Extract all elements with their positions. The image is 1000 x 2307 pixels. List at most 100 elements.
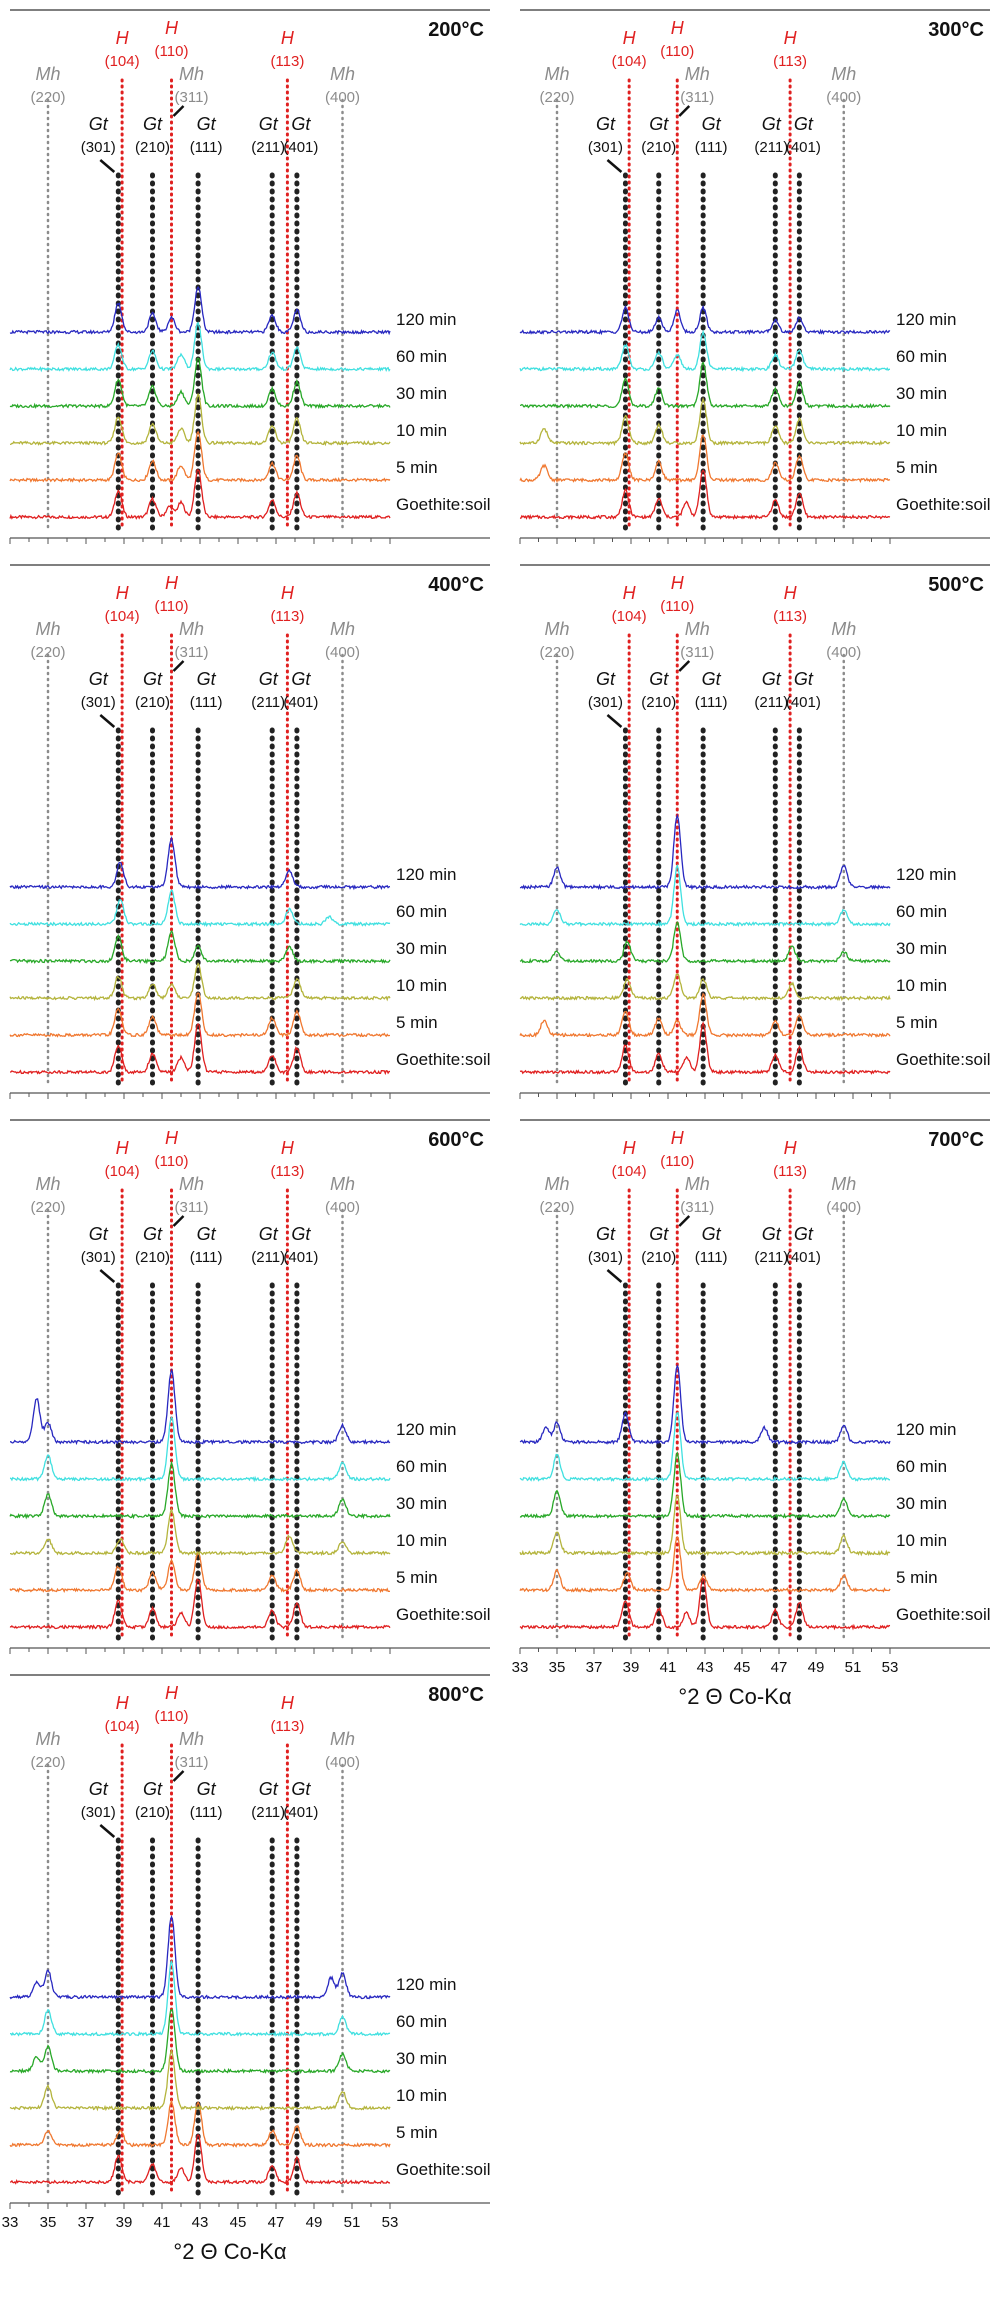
ref-label-hkl: (220) (30, 1199, 65, 1216)
trace-30-min (9, 2008, 391, 2075)
ref-label-phase: Gt (649, 669, 669, 689)
ref-label-phase: Gt (291, 1779, 311, 1799)
gt-301-leader (99, 714, 116, 728)
ref-label-phase: H (165, 18, 179, 38)
series-label: 5 min (896, 1568, 938, 1587)
ref-label-hkl: (400) (325, 89, 360, 106)
gt-301-leader (606, 159, 623, 173)
ref-label-phase: Gt (596, 669, 616, 689)
ref-label-phase: Gt (259, 669, 279, 689)
x-tick-label: 51 (344, 2214, 361, 2231)
ref-label-phase: Gt (143, 1224, 163, 1244)
series-label: 10 min (396, 421, 447, 440)
ref-label-hkl: (211) (754, 694, 788, 711)
ref-label-phase: H (671, 573, 685, 593)
series-label: 30 min (396, 939, 447, 958)
trace-120-min (519, 304, 891, 336)
ref-label-hkl: (111) (190, 139, 223, 156)
ref-label-phase: Gt (596, 114, 616, 134)
series-label: 120 min (396, 865, 456, 884)
ref-label-phase: H (281, 1138, 295, 1158)
ref-label-hkl: (311) (175, 89, 209, 106)
series-label: 120 min (396, 1420, 456, 1439)
ref-label-hkl: (401) (786, 139, 821, 156)
ref-label-hkl: (113) (773, 53, 807, 70)
ref-label-hkl: (210) (135, 139, 170, 156)
x-tick-label: 39 (116, 2214, 133, 2231)
x-tick-label: 49 (808, 1659, 825, 1676)
ref-label-phase: Mh (831, 619, 856, 639)
ref-label-hkl: (110) (660, 598, 694, 615)
ref-label-hkl: (111) (190, 694, 223, 711)
ref-label-phase: Mh (35, 619, 60, 639)
series-label: 10 min (896, 1531, 947, 1550)
ref-label-hkl: (311) (175, 644, 209, 661)
x-axis-title: °2 Θ Co-Kα (173, 2239, 286, 2264)
gt-301-leader (606, 714, 623, 728)
trace-120-min (9, 1915, 391, 2001)
ref-label-phase: Gt (89, 114, 109, 134)
ref-label-phase: H (281, 1693, 295, 1713)
series-label: 120 min (896, 1420, 956, 1439)
panel-6: 700°C Mh (220) H (104) H (110) Mh (311) H (113) Mh (… (512, 1119, 991, 1709)
ref-label-phase: Mh (179, 64, 204, 84)
ref-label-phase: Mh (179, 1729, 204, 1749)
ref-label-phase: Mh (330, 1174, 355, 1194)
trace-goethite-soil (9, 1578, 391, 1631)
ref-label-phase: Gt (197, 1224, 217, 1244)
ref-label-hkl: (301) (588, 694, 623, 711)
series-label: 5 min (396, 1568, 438, 1587)
mh-311-leader (172, 1770, 185, 1782)
ref-label-hkl: (210) (135, 1804, 170, 1821)
trace-30-min (9, 1460, 391, 1520)
ref-label-hkl: (301) (81, 1249, 116, 1266)
ref-label-phase: Gt (702, 669, 722, 689)
series-label: Goethite:soil (896, 1050, 991, 1069)
ref-label-phase: Gt (649, 114, 669, 134)
series-label: 60 min (396, 1457, 447, 1476)
ref-label-hkl: (110) (660, 43, 694, 60)
panel-title: 400°C (428, 574, 484, 596)
series-label: 30 min (896, 939, 947, 958)
ref-label-phase: Mh (544, 619, 569, 639)
ref-label-hkl: (210) (641, 694, 676, 711)
ref-label-phase: Mh (544, 64, 569, 84)
trace-10-min (10, 1507, 391, 1557)
trace-10-min (519, 973, 891, 1002)
series-label: 5 min (896, 1013, 938, 1032)
series-label: 60 min (396, 902, 447, 921)
ref-label-phase: Gt (197, 669, 217, 689)
gt-301-leader (606, 1269, 623, 1283)
ref-label-hkl: (400) (325, 1199, 360, 1216)
trace-30-min (9, 357, 391, 410)
x-tick-label: 37 (78, 2214, 95, 2231)
gt-301-leader (99, 159, 116, 173)
ref-label-hkl: (400) (325, 1754, 360, 1771)
panel-4: 500°C Mh (220) H (104) H (110) Mh (311) H (113) Mh (… (519, 564, 991, 1099)
ref-label-hkl: (401) (786, 1249, 821, 1266)
series-label: 120 min (896, 310, 956, 329)
series-label: 5 min (896, 458, 938, 477)
x-tick-label: 47 (268, 2214, 285, 2231)
ref-label-hkl: (111) (695, 1249, 728, 1266)
ref-label-hkl: (110) (155, 598, 189, 615)
ref-label-hkl: (113) (270, 1718, 304, 1735)
ref-label-phase: Mh (685, 619, 710, 639)
ref-label-hkl: (401) (283, 1249, 318, 1266)
trace-goethite-soil (519, 1021, 891, 1076)
series-label: Goethite:soil (396, 1605, 491, 1624)
series-label: 5 min (396, 1013, 438, 1032)
ref-label-hkl: (311) (175, 1199, 209, 1216)
x-tick-label: 51 (845, 1659, 862, 1676)
trace-10-min (519, 396, 891, 447)
x-tick-label: 35 (549, 1659, 566, 1676)
ref-label-hkl: (111) (695, 694, 728, 711)
ref-label-hkl: (220) (539, 89, 574, 106)
panel-title: 800°C (428, 1684, 484, 1706)
ref-label-hkl: (104) (105, 1163, 140, 1180)
ref-label-phase: H (623, 1138, 637, 1158)
ref-label-hkl: (211) (754, 139, 788, 156)
trace-goethite-soil (10, 2133, 391, 2185)
